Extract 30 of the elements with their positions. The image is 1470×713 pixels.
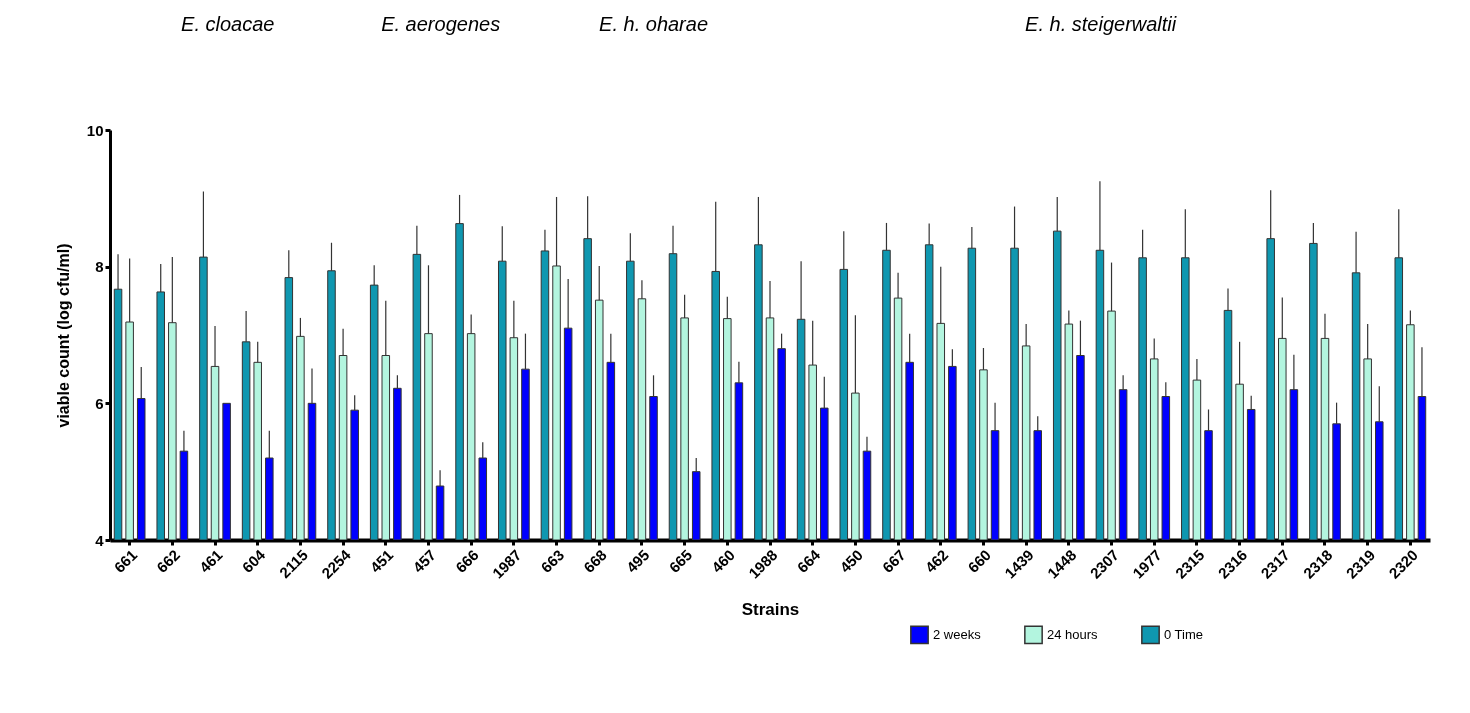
x-tick-label: 668 <box>580 546 610 576</box>
x-tick-label: 604 <box>238 545 269 576</box>
x-axis-title: Strains <box>741 599 800 619</box>
x-tick-label: 666 <box>452 546 482 576</box>
legend-label: 2 weeks <box>933 626 982 642</box>
x-tick-label: 457 <box>409 546 440 576</box>
text: E. h. oharae <box>599 13 709 35</box>
x-tick-label: 660 <box>964 546 995 576</box>
y-tick-label: 4 <box>95 531 105 549</box>
x-tick-label: 461 <box>195 546 226 576</box>
legend-label: 24 hours <box>1047 626 1099 642</box>
x-tick-label: 495 <box>622 546 653 576</box>
y-tick-label: 8 <box>95 258 104 276</box>
x-tick-label: 661 <box>110 546 141 576</box>
y-tick-label: 10 <box>86 121 104 139</box>
text: E. cloacae <box>181 13 275 35</box>
x-tick-label: 664 <box>793 545 824 576</box>
x-tick-label: 462 <box>921 546 952 576</box>
x-tick-label: 665 <box>665 546 696 576</box>
x-tick-label: 450 <box>836 546 866 576</box>
x-tick-label: 667 <box>878 546 909 576</box>
y-tick-label: 6 <box>95 394 104 412</box>
text: E. h. steigerwaltii <box>1025 13 1177 35</box>
x-tick-label: 662 <box>153 546 183 576</box>
y-axis-title: viable count (log cfu/ml) <box>54 243 72 428</box>
legend-label: 0 Time <box>1164 626 1204 642</box>
x-tick-label: 451 <box>366 546 397 576</box>
x-tick-label: 663 <box>537 546 568 576</box>
text: E. aerogenes <box>381 13 501 35</box>
x-tick-label: 460 <box>708 546 738 576</box>
